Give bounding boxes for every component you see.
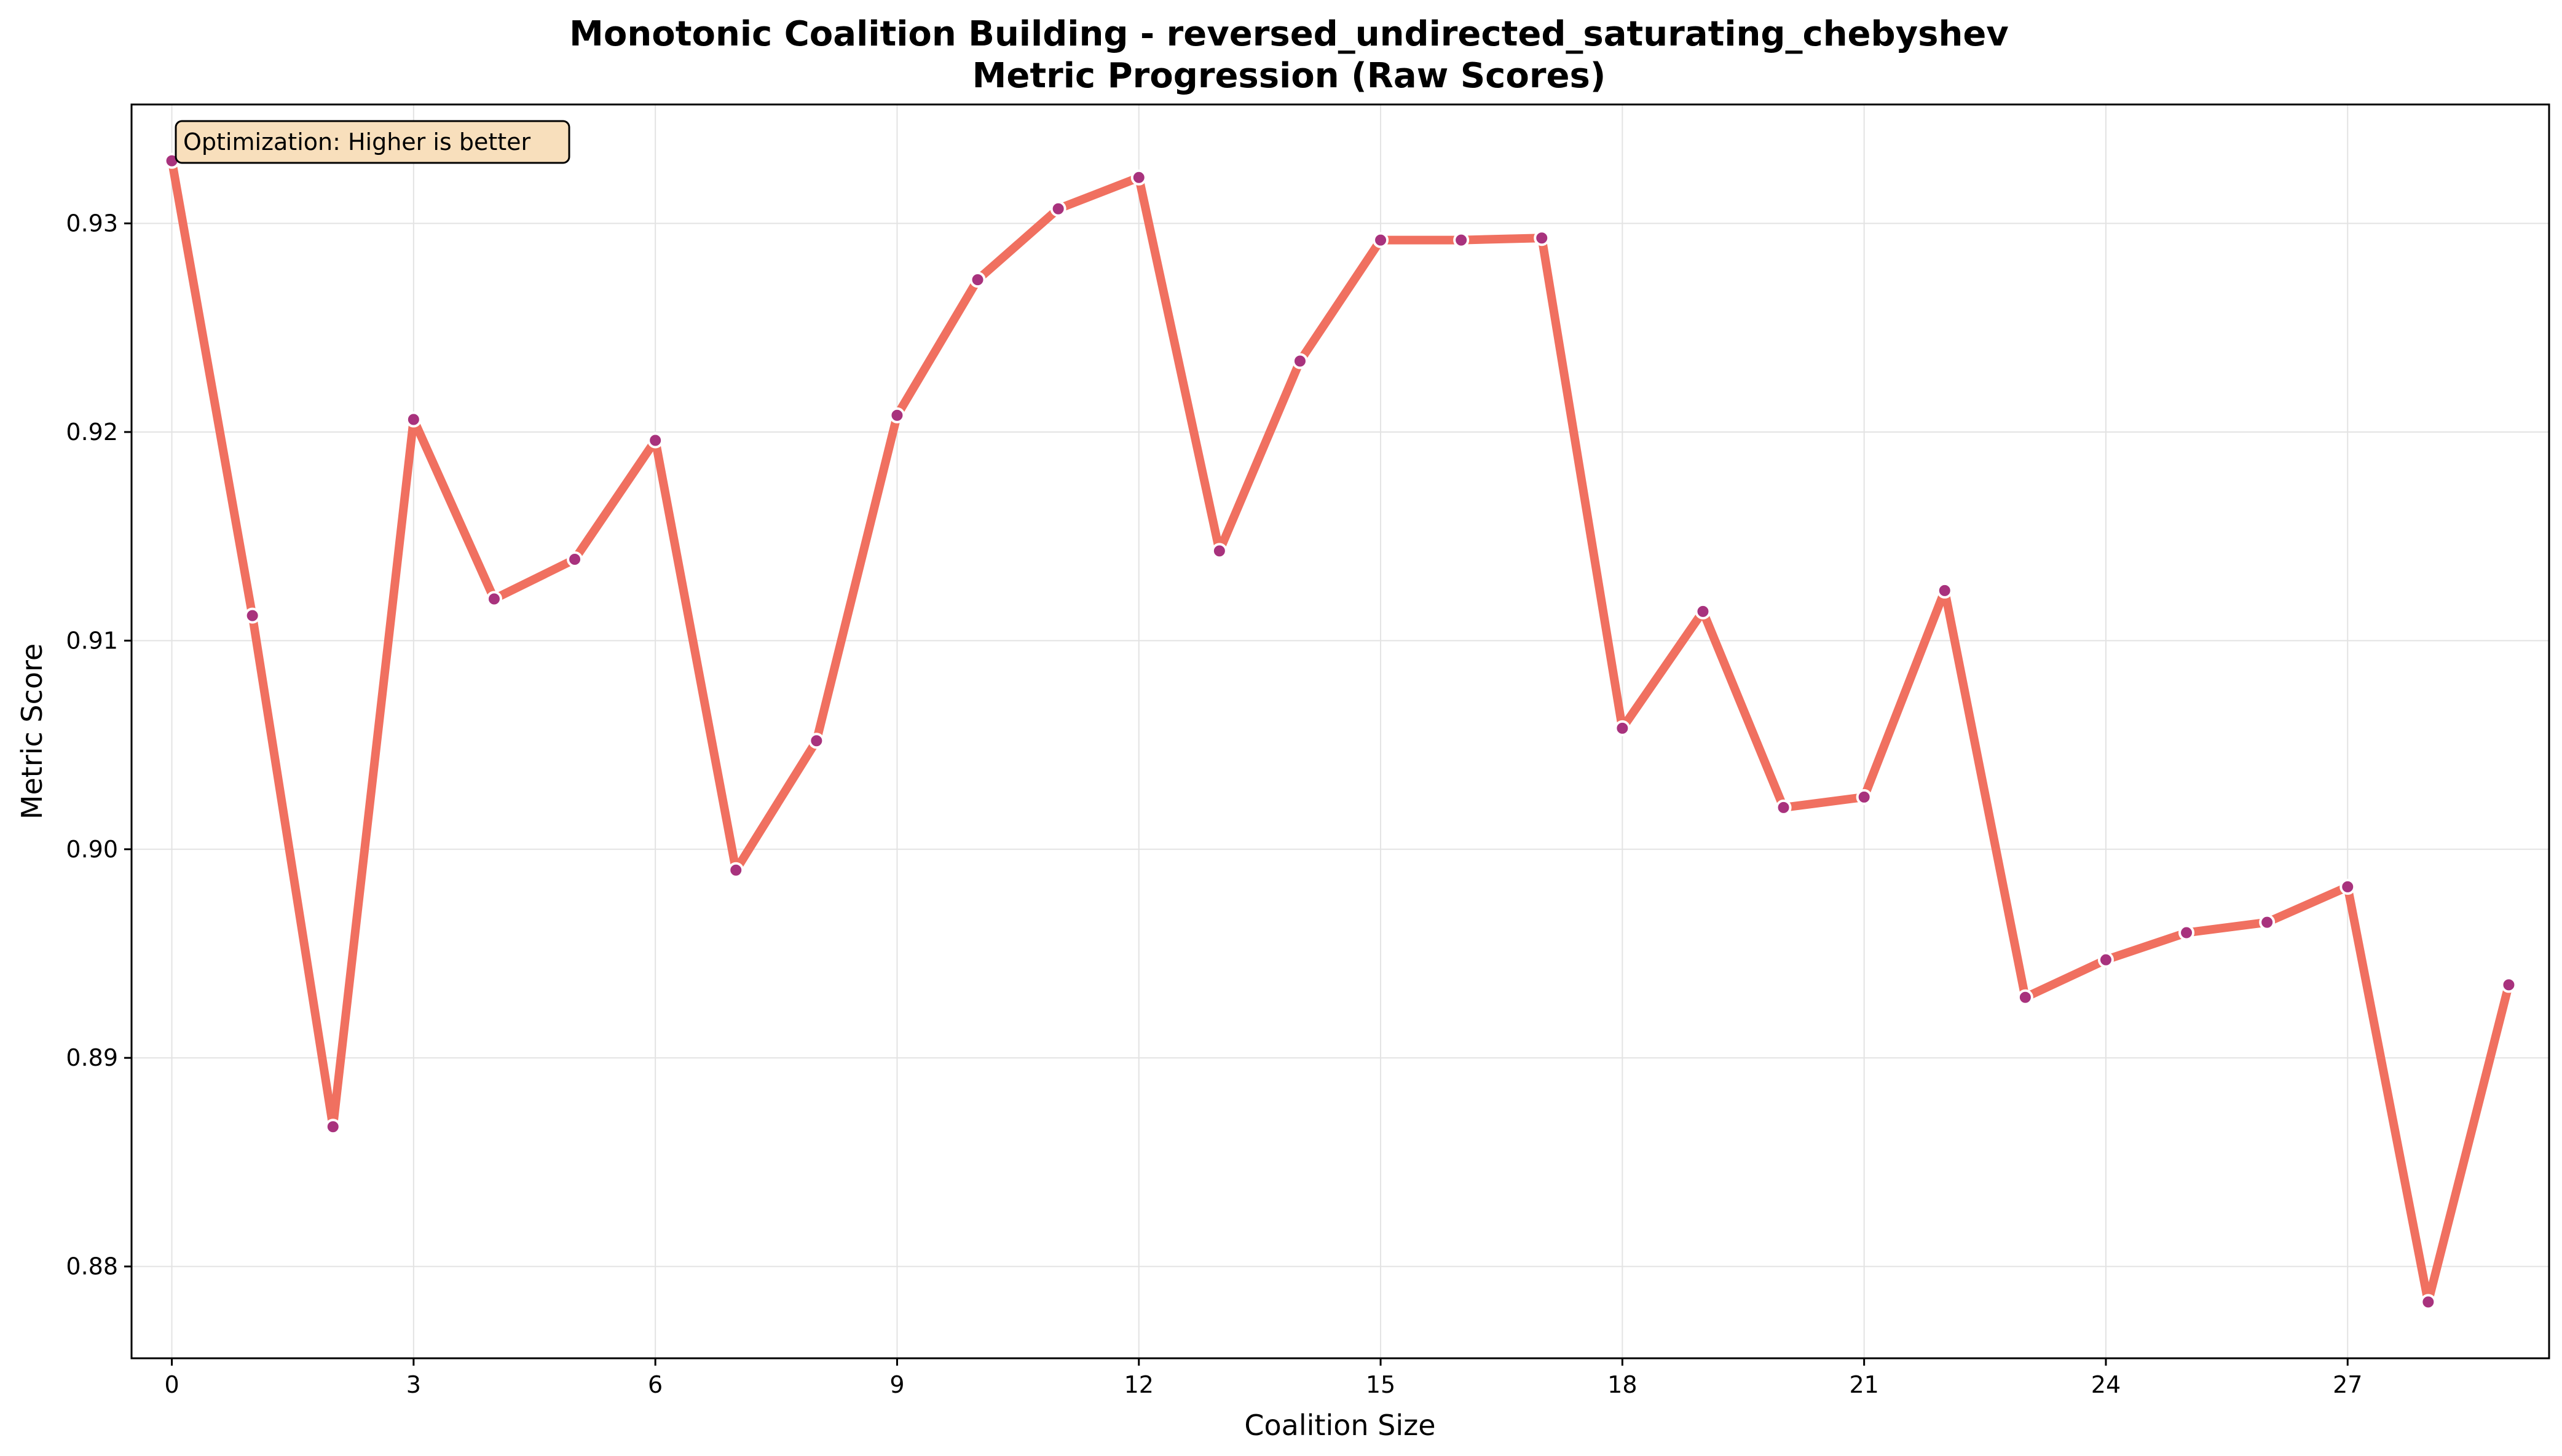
data-point-5 [567,551,583,567]
data-point-19 [1695,603,1711,620]
x-tick-label: 12 [1124,1371,1154,1398]
x-tick-label: 24 [2091,1371,2121,1398]
data-point-17 [1534,230,1550,246]
x-tick-label: 27 [2333,1371,2362,1398]
y-tick-label: 0.88 [66,1253,118,1280]
series-score [167,156,2513,1307]
data-point-4 [486,591,502,607]
annotation-background [175,120,570,164]
data-point-7 [728,862,744,878]
data-point-14 [1291,353,1308,369]
series-line [167,156,2513,1307]
x-tick-label: 6 [648,1371,663,1398]
grid [132,104,2549,1358]
x-axis-ticks: 0 3 6 9 12 15 18 21 24 27 [164,1358,2362,1398]
y-axis-label: Metric Score [15,643,49,819]
annotation-text: Optimization: Higher is better [183,128,530,155]
data-point-10 [969,272,986,288]
data-point-3 [405,411,422,428]
x-tick-label: 18 [1607,1371,1637,1398]
x-axis-label: Coalition Size [1244,1409,1435,1442]
data-point-22 [1936,582,1953,599]
y-tick-label: 0.93 [66,210,118,237]
annotation-box: Optimization: Higher is better [175,120,570,164]
chart-title: Monotonic Coalition Building - reversed_… [569,14,2009,54]
y-tick-label: 0.89 [66,1044,118,1071]
y-tick-label: 0.90 [66,836,118,863]
x-tick-label: 15 [1366,1371,1395,1398]
data-point-6 [647,432,664,449]
x-tick-label: 3 [406,1371,421,1398]
x-tick-label: 21 [1849,1371,1878,1398]
data-point-20 [1775,799,1792,816]
data-point-26 [2259,914,2276,931]
data-point-8 [808,733,825,749]
data-point-27 [2339,878,2356,895]
data-point-23 [2017,989,2033,1005]
data-point-1 [244,607,261,624]
data-point-24 [2097,951,2114,968]
data-point-2 [325,1119,341,1135]
data-point-16 [1453,232,1470,248]
data-point-13 [1211,543,1228,559]
y-tick-label: 0.91 [66,627,118,654]
data-point-21 [1856,789,1872,805]
data-point-28 [2420,1294,2437,1310]
series-markers [164,152,2517,1310]
data-point-18 [1614,720,1631,736]
y-tick-label: 0.92 [66,419,118,446]
data-point-29 [2501,977,2517,993]
chart-subtitle: Metric Progression (Raw Scores) [972,56,1606,96]
data-point-25 [2178,924,2195,941]
x-tick-label: 9 [889,1371,904,1398]
plot-frame [130,103,2550,1360]
data-point-11 [1050,200,1066,217]
data-point-9 [889,407,905,423]
x-tick-label: 0 [164,1371,179,1398]
data-point-15 [1373,232,1389,248]
data-point-12 [1130,169,1147,186]
y-axis-ticks: 0.88 0.89 0.90 0.91 0.92 0.93 [66,210,132,1280]
